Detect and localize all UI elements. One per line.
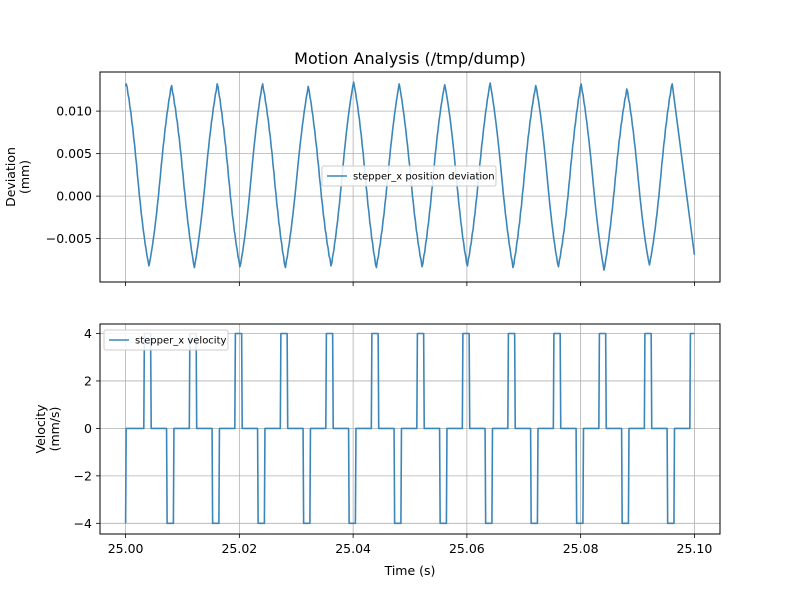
y-tick-label: 0: [84, 421, 92, 436]
velocity-plot: 25.00 25.02 25.04 25.06 25.08 25.10 −4 −2 0 2 4 Vel…: [33, 323, 721, 556]
x-tick-label: 25.00: [108, 541, 144, 556]
legend-label: stepper_x position deviation: [353, 172, 495, 183]
velocity-series-line: [124, 332, 695, 525]
y-axis-label-line: Deviation: [3, 147, 18, 207]
x-tick-label: 25.06: [449, 541, 485, 556]
y-axis-label-line: (mm): [17, 160, 32, 194]
y-tick-label: 2: [84, 373, 92, 388]
legend-box: [321, 165, 497, 187]
y-tick-label: −2: [74, 468, 92, 483]
legend-label: stepper_x velocity: [135, 336, 227, 347]
deviation-axis-label: Deviation(mm): [3, 147, 32, 207]
y-tick-label: 0.010: [56, 104, 92, 119]
legend: stepper_x position deviation: [321, 165, 497, 187]
legend: stepper_x velocity: [103, 329, 229, 351]
x-tick-label: 25.08: [563, 541, 599, 556]
y-axis-label-line: Velocity: [33, 404, 48, 454]
y-tick-label: −4: [74, 516, 92, 531]
plot-frame: [99, 323, 721, 535]
chart-title: Motion Analysis (/tmp/dump): [294, 49, 526, 68]
y-axis-label-line: (mm/s): [47, 407, 62, 452]
x-axis-label: Time (s): [384, 563, 436, 578]
legend-box: [103, 329, 229, 351]
y-tick-label: 0.000: [56, 189, 92, 204]
deviation-plot: −0.005 0.000 0.005 0.010 Deviation(mm) steppe…: [3, 71, 721, 286]
plot-frame: [99, 71, 721, 283]
x-tick-label: 25.02: [221, 541, 257, 556]
y-tick-label: 4: [84, 326, 92, 341]
y-tick-label: 0.005: [56, 146, 92, 161]
deviation-series-line: [124, 81, 696, 271]
x-tick-label: 25.04: [335, 541, 371, 556]
velocity-axis-label: Velocity(mm/s): [33, 404, 62, 454]
x-tick-label: 25.10: [677, 541, 713, 556]
y-tick-label: −0.005: [46, 231, 92, 246]
